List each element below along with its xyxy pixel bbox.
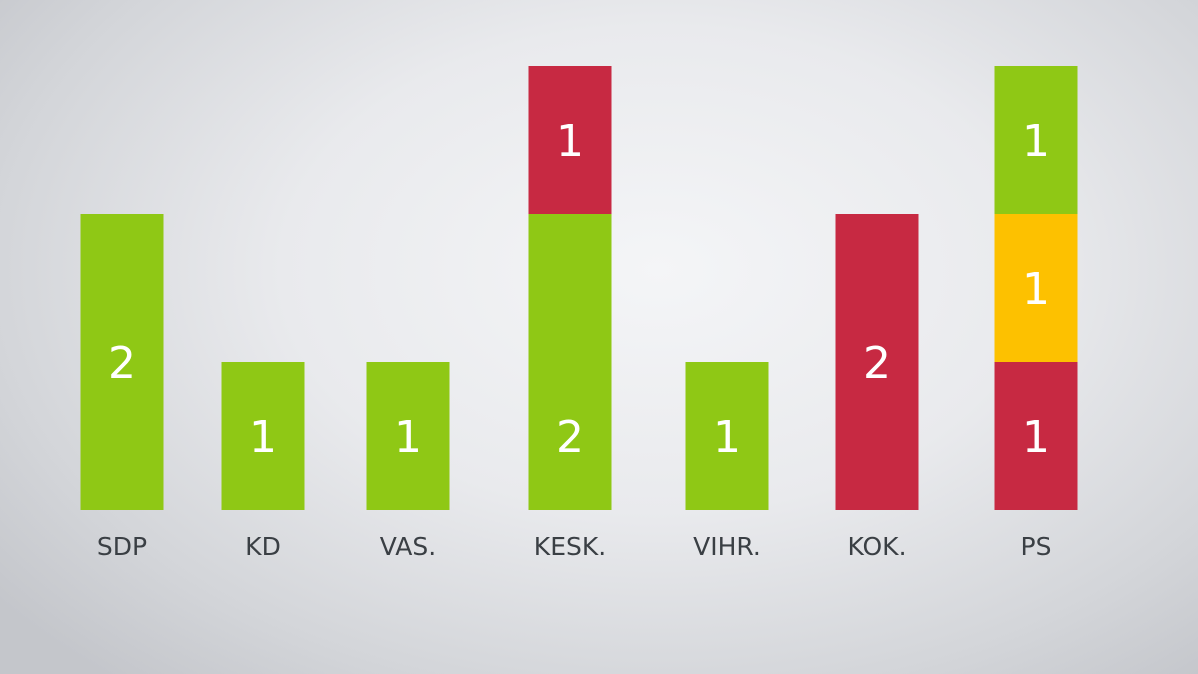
segment-value-label: 1: [1022, 116, 1050, 167]
category-label: SDP: [97, 532, 147, 561]
category-label: VIHR.: [693, 532, 761, 561]
bar-segment-ps-2: [994, 66, 1078, 214]
category-label: KOK.: [847, 532, 906, 561]
bar-segment-kok-0: [835, 214, 919, 510]
segment-value-label: 1: [249, 412, 277, 463]
segment-value-label: 1: [713, 412, 741, 463]
segment-value-label: 2: [863, 338, 891, 389]
bar-segment-kesk-1: [528, 66, 612, 214]
bar-segment-sdp-0: [80, 214, 164, 510]
category-label: PS: [1021, 532, 1052, 561]
bar-segment-kd-0: [221, 362, 305, 510]
bar-segment-vas-0: [366, 362, 450, 510]
category-label: KD: [245, 532, 281, 561]
bar-segment-kesk-0: [528, 214, 612, 510]
segment-value-label: 2: [556, 412, 584, 463]
segment-value-label: 1: [1022, 412, 1050, 463]
bar-segment-ps-0: [994, 362, 1078, 510]
category-label: KESK.: [534, 532, 606, 561]
segment-value-label: 2: [108, 338, 136, 389]
bar-segment-vihr-0: [685, 362, 769, 510]
bar-segment-ps-1: [994, 214, 1078, 362]
segment-value-label: 1: [1022, 264, 1050, 315]
category-label: VAS.: [380, 532, 436, 561]
segment-value-label: 1: [394, 412, 422, 463]
segment-value-label: 1: [556, 116, 584, 167]
